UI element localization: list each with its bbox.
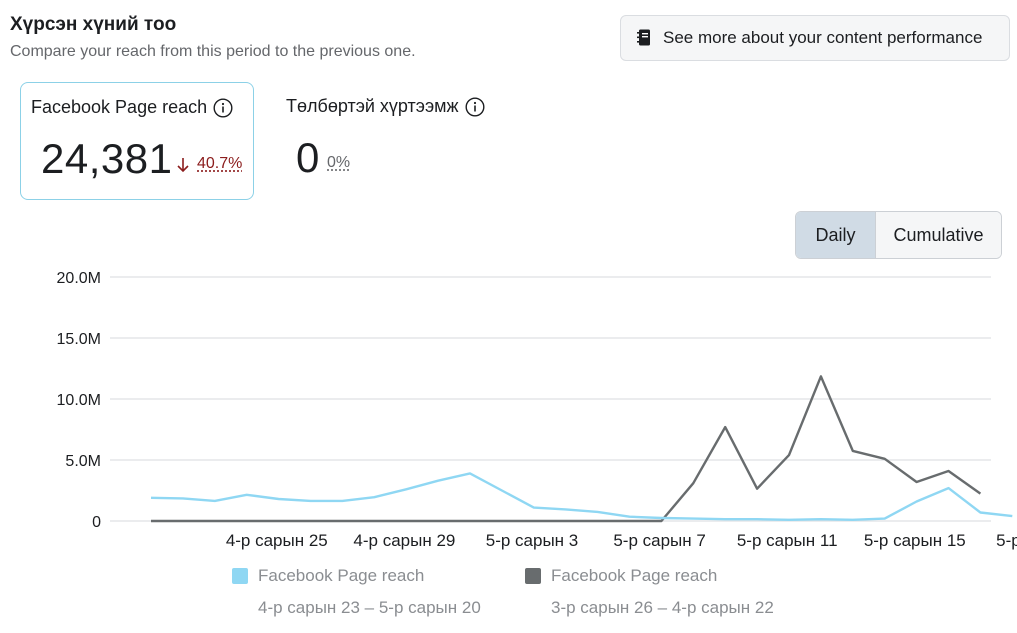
x-tick-label: 5-р сарын 7: [613, 531, 706, 550]
metric-label-text: Төлбөртэй хүртээмж: [286, 96, 459, 116]
x-tick-label: 5-р сарын 3: [486, 531, 579, 550]
metric-card-paid-reach[interactable]: Төлбөртэй хүртээмж 0 0%: [276, 82, 516, 200]
y-tick-label: 20.0M: [57, 270, 101, 287]
legend-item-current: Facebook Page reach 4-р сарын 23 – 5-р с…: [232, 566, 481, 618]
metric-card-page-reach[interactable]: Facebook Page reach 24,381 40.7%: [20, 82, 254, 200]
notebook-icon: [637, 29, 653, 47]
metric-label-text: Facebook Page reach: [31, 97, 208, 117]
y-tick-label: 15.0M: [57, 331, 101, 348]
period-toggle: Daily Cumulative: [795, 211, 1002, 259]
metric-value: 24,381: [41, 135, 173, 182]
x-tick-label: 5-р сарын 11: [737, 531, 838, 550]
legend-item-previous: Facebook Page reach 3-р сарын 26 – 4-р с…: [525, 566, 774, 618]
legend-swatch: [525, 568, 541, 584]
x-tick-label: 4-р сарын 25: [226, 531, 328, 550]
series-line-current: [150, 472, 1013, 521]
info-icon[interactable]: [213, 97, 233, 118]
x-tick-label: 5-р сарын 15: [864, 531, 966, 550]
see-more-label: See more about your content performance: [663, 28, 983, 47]
metric-change: 0%: [327, 154, 351, 171]
see-more-button[interactable]: See more about your content performance: [620, 15, 1010, 61]
info-icon[interactable]: [465, 96, 485, 117]
metric-label: Facebook Page reach: [31, 97, 233, 118]
daily-toggle-button[interactable]: Daily: [796, 212, 876, 258]
y-tick-label: 10.0M: [57, 392, 101, 409]
metric-label: Төлбөртэй хүртээмж: [286, 96, 485, 117]
x-tick-label: 5-р сарын 1: [996, 531, 1017, 550]
cumulative-toggle-button[interactable]: Cumulative: [876, 212, 1001, 258]
metric-value: 0: [296, 134, 320, 181]
series-line-previous: [151, 375, 982, 523]
legend-swatch: [232, 568, 248, 584]
metric-change: 40.7%: [197, 155, 243, 172]
y-tick-label: 5.0M: [65, 453, 101, 470]
legend-period: 3-р сарын 26 – 4-р сарын 22: [551, 598, 774, 617]
legend-period: 4-р сарын 23 – 5-р сарын 20: [258, 598, 481, 617]
section-subtitle: Compare your reach from this period to t…: [10, 43, 416, 60]
legend-label: Facebook Page reach: [258, 566, 425, 585]
section-title: Хүрсэн хүний тоо: [10, 14, 177, 35]
y-tick-label: 0: [92, 514, 101, 531]
legend-label: Facebook Page reach: [551, 566, 718, 585]
arrow-down-icon: [177, 157, 189, 178]
x-tick-label: 4-р сарын 29: [353, 531, 455, 550]
